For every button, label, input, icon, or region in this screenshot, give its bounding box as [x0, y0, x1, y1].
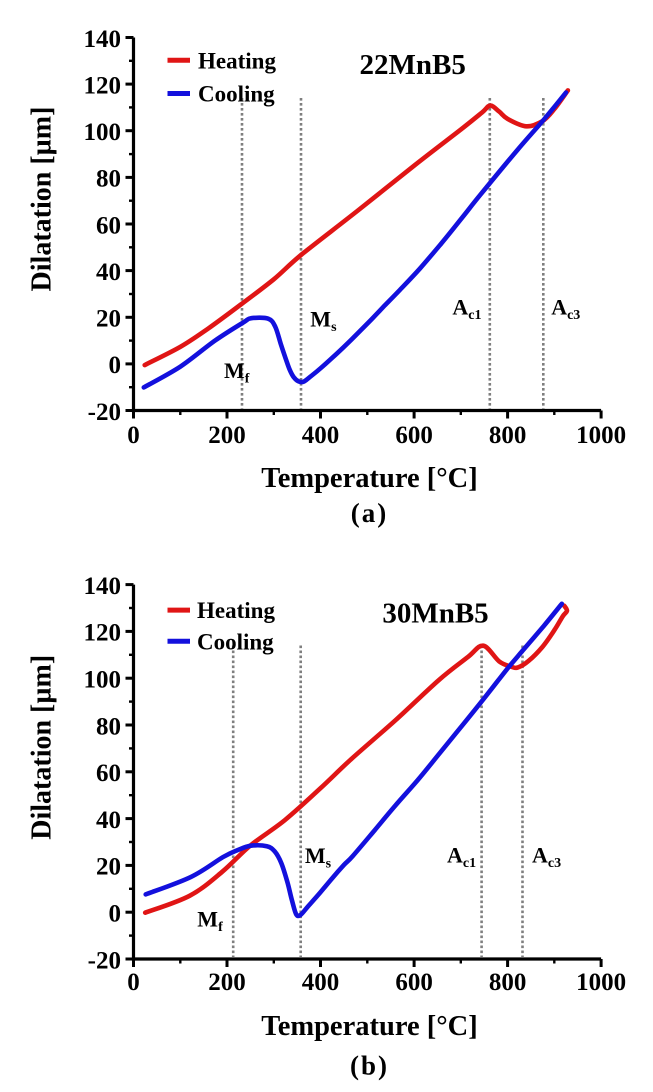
svg-text:60: 60 [96, 212, 121, 239]
svg-text:Cooling: Cooling [198, 82, 275, 107]
svg-text:140: 140 [84, 573, 122, 600]
svg-text:30MnB5: 30MnB5 [382, 598, 488, 630]
svg-text:Temperature [°C]: Temperature [°C] [261, 1011, 477, 1042]
svg-text:200: 200 [208, 422, 246, 449]
svg-text:0: 0 [109, 352, 122, 379]
svg-text:20: 20 [96, 854, 121, 881]
svg-text:200: 200 [208, 969, 246, 996]
svg-text:400: 400 [302, 422, 340, 449]
svg-text:80: 80 [96, 166, 121, 193]
svg-text:0: 0 [109, 901, 122, 928]
svg-text:120: 120 [84, 72, 122, 99]
svg-text:20: 20 [96, 306, 121, 333]
svg-text:800: 800 [489, 969, 527, 996]
svg-text:600: 600 [395, 969, 433, 996]
svg-text:1000: 1000 [576, 969, 626, 996]
svg-text:(b): (b) [350, 1051, 389, 1081]
svg-text:40: 40 [96, 807, 121, 834]
svg-text:1000: 1000 [576, 422, 626, 449]
svg-text:-20: -20 [88, 947, 121, 974]
svg-text:Dilatation [µm]: Dilatation [µm] [27, 107, 58, 292]
svg-text:400: 400 [302, 969, 340, 996]
svg-text:120: 120 [84, 620, 122, 647]
svg-text:100: 100 [84, 667, 122, 694]
svg-text:Heating: Heating [198, 48, 276, 73]
svg-text:(a): (a) [351, 498, 388, 528]
svg-text:22MnB5: 22MnB5 [360, 49, 466, 81]
svg-text:0: 0 [127, 969, 140, 996]
svg-text:40: 40 [96, 259, 121, 286]
svg-text:Temperature [°C]: Temperature [°C] [261, 463, 477, 494]
svg-text:Cooling: Cooling [197, 629, 274, 654]
svg-text:80: 80 [96, 713, 121, 740]
svg-text:0: 0 [127, 422, 140, 449]
svg-text:140: 140 [84, 26, 122, 53]
svg-text:60: 60 [96, 760, 121, 787]
svg-text:100: 100 [84, 119, 122, 146]
svg-text:Heating: Heating [197, 598, 275, 623]
svg-text:-20: -20 [88, 399, 121, 426]
svg-text:800: 800 [489, 422, 527, 449]
svg-text:Ac1: Ac1 [447, 843, 476, 872]
svg-text:Dilatation [µm]: Dilatation [µm] [27, 655, 58, 840]
svg-text:600: 600 [395, 422, 433, 449]
